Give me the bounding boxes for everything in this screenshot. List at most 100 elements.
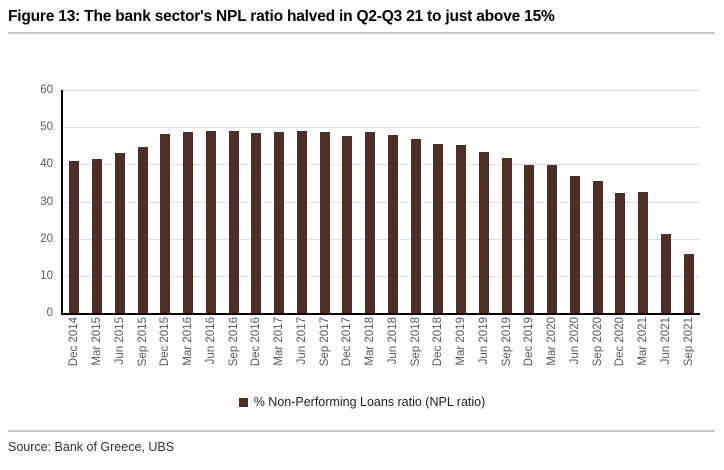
- gridline-30: [63, 201, 700, 203]
- y-tick-label: 60: [40, 84, 53, 96]
- y-tick-label: 40: [40, 158, 53, 171]
- bar-Mar 2016: [183, 132, 194, 313]
- x-tick-label: Jun 2020: [568, 317, 581, 365]
- x-tick-label: Sep 2017: [318, 317, 331, 367]
- bar-series: [63, 90, 700, 313]
- bar-Mar 2018: [365, 131, 376, 313]
- x-tick-column: Mar 2015: [86, 317, 109, 389]
- y-axis-labels: 0 10 20 30 40 50 60: [7, 84, 53, 319]
- bar-column: [677, 90, 700, 313]
- figure-title: Figure 13: The bank sector's NPL ratio h…: [8, 8, 555, 25]
- x-tick-column: Sep 2020: [586, 317, 609, 389]
- y-axis-line: [61, 90, 63, 315]
- x-tick-column: Jun 2021: [655, 317, 678, 389]
- x-tick-label: Jun 2015: [113, 317, 126, 365]
- bar-Sep 2017: [319, 131, 330, 313]
- bar-column: [450, 90, 473, 313]
- x-tick-label: Dec 2020: [614, 317, 627, 367]
- x-tick-label: Jun 2018: [386, 317, 399, 365]
- x-tick-label: Sep 2018: [409, 317, 422, 367]
- x-tick-label: Sep 2015: [136, 317, 149, 367]
- bar-Mar 2015: [92, 158, 103, 313]
- x-tick-column: Jun 2018: [382, 317, 405, 389]
- source-text: Source: Bank of Greece, UBS: [8, 440, 175, 454]
- bar-Mar 2019: [456, 145, 467, 313]
- x-tick-column: Dec 2014: [63, 317, 86, 389]
- plot-area: [61, 90, 700, 315]
- gridline-50: [63, 127, 700, 129]
- bar-column: [63, 90, 86, 313]
- x-tick-column: Jun 2019: [473, 317, 496, 389]
- bar-column: [473, 90, 496, 313]
- gridline-20: [63, 238, 700, 240]
- bar-column: [131, 90, 154, 313]
- bar-Sep 2016: [228, 131, 239, 313]
- x-tick-column: Dec 2015: [154, 317, 177, 389]
- bar-Jun 2015: [114, 153, 125, 313]
- y-tick-label: 20: [40, 232, 53, 245]
- y-tick-label: 50: [40, 121, 53, 134]
- x-tick-column: Jun 2020: [564, 317, 587, 389]
- x-tick-label: Sep 2020: [591, 317, 604, 367]
- x-tick-label: Mar 2020: [546, 317, 559, 366]
- x-tick-label: Dec 2017: [341, 317, 354, 367]
- bar-column: [268, 90, 291, 313]
- x-axis-labels: Dec 2014 Mar 2015 Jun 2015 Sep 2015 Dec 2015…: [63, 317, 700, 389]
- bar-column: [109, 90, 132, 313]
- bar-column: [200, 90, 223, 313]
- bar-column: [495, 90, 518, 313]
- bar-column: [336, 90, 359, 313]
- x-tick-label: Sep 2019: [500, 317, 513, 367]
- bar-Mar 2017: [274, 131, 285, 313]
- source-rule: [8, 430, 715, 432]
- bar-column: [245, 90, 268, 313]
- x-tick-column: Dec 2017: [336, 317, 359, 389]
- x-tick-column: Sep 2017: [313, 317, 336, 389]
- bar-Sep 2018: [410, 138, 421, 313]
- x-tick-label: Jun 2021: [659, 317, 672, 365]
- x-tick-column: Dec 2018: [427, 317, 450, 389]
- x-tick-label: Mar 2021: [637, 317, 650, 366]
- bar-Jun 2017: [296, 130, 307, 313]
- gridline-60: [63, 90, 700, 91]
- bar-column: [359, 90, 382, 313]
- x-tick-column: Jun 2015: [109, 317, 132, 389]
- bar-Dec 2014: [69, 161, 80, 313]
- bar-column: [427, 90, 450, 313]
- x-tick-column: Dec 2019: [518, 317, 541, 389]
- bar-Dec 2015: [160, 134, 171, 313]
- bar-Mar 2020: [547, 164, 558, 313]
- x-tick-column: Mar 2018: [359, 317, 382, 389]
- bar-column: [564, 90, 587, 313]
- x-tick-column: Sep 2018: [404, 317, 427, 389]
- bar-Sep 2015: [137, 147, 148, 313]
- bar-column: [609, 90, 632, 313]
- bar-Sep 2021: [683, 253, 694, 313]
- x-tick-column: Mar 2020: [541, 317, 564, 389]
- x-tick-label: Mar 2019: [455, 317, 468, 366]
- legend-label: % Non-Performing Loans ratio (NPL ratio): [253, 395, 486, 409]
- x-tick-label: Dec 2019: [523, 317, 536, 367]
- x-tick-column: Mar 2021: [632, 317, 655, 389]
- bar-Dec 2016: [251, 132, 262, 313]
- bar-column: [154, 90, 177, 313]
- x-tick-column: Sep 2016: [222, 317, 245, 389]
- x-tick-column: Jun 2017: [291, 317, 314, 389]
- x-tick-label: Sep 2021: [682, 317, 695, 367]
- bar-column: [86, 90, 109, 313]
- y-tick-label: 30: [40, 195, 53, 208]
- x-tick-label: Sep 2016: [227, 317, 240, 367]
- bar-column: [177, 90, 200, 313]
- bar-column: [382, 90, 405, 313]
- y-tick-label: 10: [40, 269, 53, 282]
- bar-Jun 2019: [478, 152, 489, 313]
- x-tick-column: Mar 2017: [268, 317, 291, 389]
- bar-column: [404, 90, 427, 313]
- x-tick-label: Dec 2015: [159, 317, 172, 367]
- x-tick-column: Sep 2021: [677, 317, 700, 389]
- x-tick-label: Jun 2016: [204, 317, 217, 365]
- x-axis-line: [61, 313, 700, 315]
- x-tick-label: Mar 2016: [182, 317, 195, 366]
- bar-Dec 2018: [433, 144, 444, 313]
